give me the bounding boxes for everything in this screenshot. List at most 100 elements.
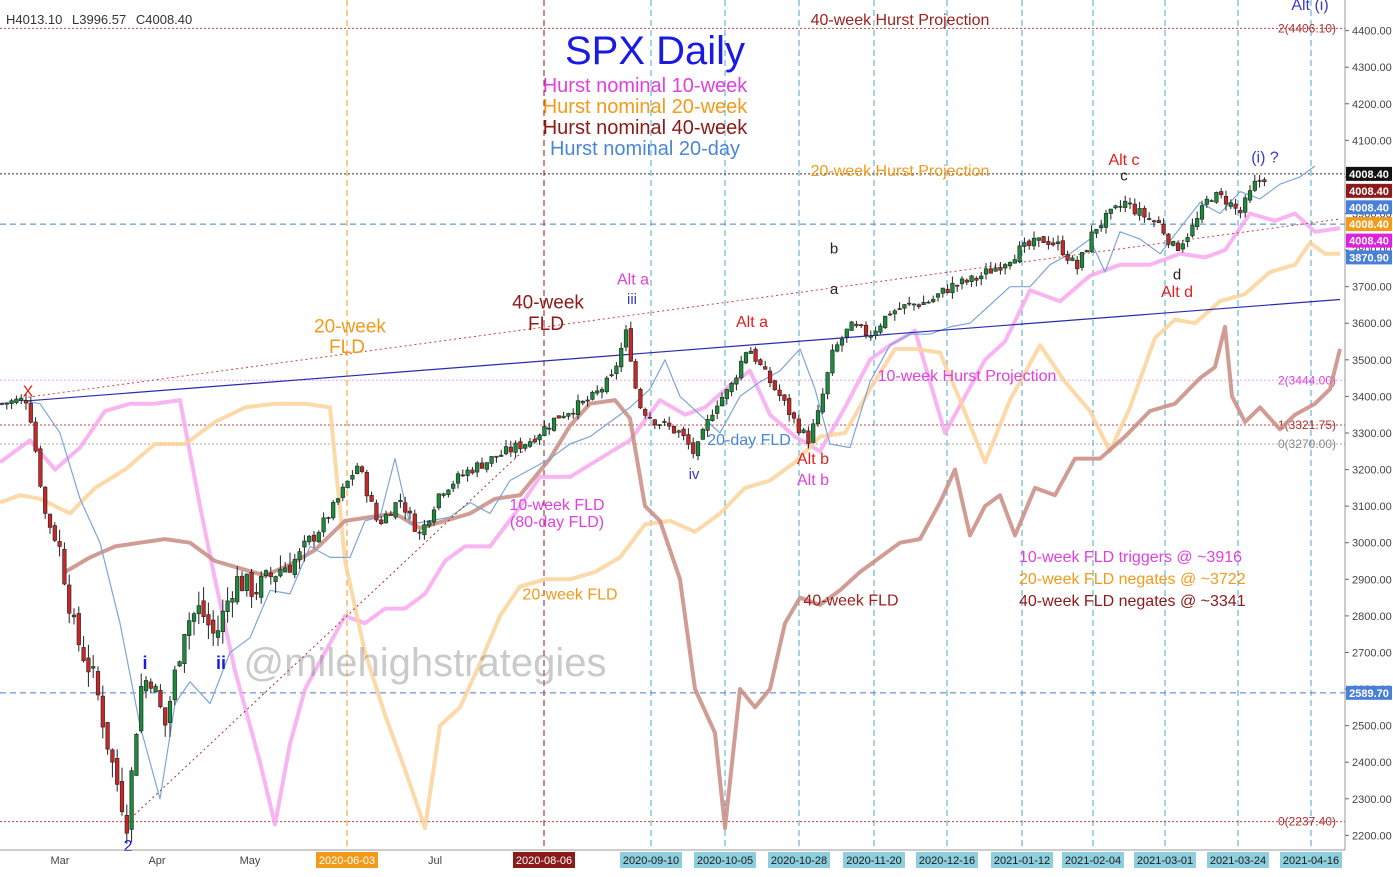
candle-body	[398, 500, 403, 503]
candle-body	[667, 422, 672, 427]
candle-body	[81, 647, 86, 661]
price-tick-label: 3400.00	[1352, 391, 1392, 403]
time-tick-label: Jul	[428, 855, 442, 867]
candle-body	[1132, 203, 1137, 215]
candle-body	[753, 348, 758, 362]
candle-body	[715, 405, 720, 414]
candle-body	[983, 268, 989, 275]
time-badge-label: 2020-11-20	[846, 855, 901, 867]
candle-body	[787, 398, 792, 416]
candle-body	[148, 681, 153, 689]
candle-body	[926, 301, 931, 304]
candle-body	[748, 350, 753, 354]
wave-annotation: FLD	[528, 314, 564, 335]
candle-body	[427, 520, 432, 527]
trend-line	[27, 298, 1341, 402]
candle-body	[153, 685, 158, 693]
candle-body	[446, 489, 451, 495]
wave-annotation: (i) ?	[1251, 149, 1279, 166]
candle-body	[379, 519, 384, 525]
candle-body	[316, 532, 321, 543]
candle-body	[23, 399, 29, 404]
wave-annotation: 10-week FLD	[509, 497, 604, 514]
candle-body	[38, 448, 43, 487]
candle-body	[215, 630, 221, 638]
candle-body	[811, 423, 816, 443]
candle-body	[1252, 180, 1257, 191]
candle-body	[436, 493, 441, 509]
legend-line: Hurst nominal 40-week	[543, 117, 749, 139]
fld-line	[0, 211, 1341, 827]
candle-body	[791, 412, 797, 419]
candle-body	[537, 434, 542, 441]
candle-body	[393, 502, 398, 518]
wave-annotation: 40-week Hurst Projection	[811, 12, 990, 29]
candle-body	[686, 434, 691, 445]
candle-body	[902, 304, 907, 309]
candle-body	[326, 517, 331, 519]
candle-body	[921, 302, 926, 305]
candle-body	[475, 462, 480, 473]
price-badge-label: 4008.40	[1349, 202, 1389, 214]
wave-annotation: 40-week	[512, 293, 584, 314]
level-label: 2(3444.00)	[1278, 373, 1336, 387]
level-label: 2(4406.10)	[1278, 21, 1336, 35]
candle-body	[158, 690, 163, 708]
candle-body	[1166, 233, 1171, 245]
candle-body	[499, 454, 504, 457]
candle-body	[451, 483, 456, 489]
fld-note: 10-week FLD triggers @ ~3916	[1019, 549, 1242, 566]
candle-body	[364, 472, 369, 497]
candle-body	[571, 412, 576, 415]
time-badge	[694, 852, 756, 868]
candle-body	[662, 421, 667, 423]
candle-body	[1214, 192, 1219, 203]
candle-body	[609, 374, 614, 377]
wave-annotation: c	[1120, 168, 1128, 185]
time-badge-label: 2021-04-16	[1283, 855, 1339, 867]
candle-body	[623, 329, 629, 348]
candle-body	[710, 414, 715, 421]
price-tick-label: 2500.00	[1352, 721, 1392, 733]
candle-body	[782, 394, 787, 401]
candle-body	[278, 568, 283, 577]
candle-body	[230, 598, 235, 603]
candle-body	[359, 466, 365, 472]
candle-body	[503, 446, 509, 455]
fld-line	[0, 240, 1340, 831]
candle-body	[1161, 223, 1166, 234]
candle-body	[806, 430, 811, 444]
price-badge-label: 4008.40	[1349, 169, 1389, 181]
wave-annotation: 20-week FLD	[522, 586, 617, 603]
candle-body	[1156, 220, 1161, 224]
candle-body	[551, 417, 557, 431]
candle-body	[1127, 202, 1133, 205]
time-badge-label: 2020-12-16	[919, 855, 975, 867]
candle-body	[211, 619, 216, 634]
candle-body	[1036, 237, 1041, 241]
wave-annotation: i	[142, 653, 147, 673]
candle-body	[959, 278, 965, 285]
candle-body	[1003, 264, 1008, 269]
candle-body	[988, 268, 993, 274]
candle-body	[508, 446, 513, 453]
time-badge	[1280, 852, 1342, 868]
candle-body	[628, 328, 633, 362]
candle-body	[883, 315, 888, 328]
fld-note: 40-week FLD negates @ ~3341	[1019, 593, 1246, 610]
legend-line: Hurst nominal 20-day	[550, 138, 740, 160]
price-badge-label: 2589.70	[1349, 688, 1389, 700]
price-badge	[1346, 250, 1392, 265]
candle-body	[1185, 237, 1190, 243]
candle-body	[849, 321, 854, 331]
candle-body	[388, 513, 393, 516]
price-badge-label: 4008.40	[1349, 236, 1389, 248]
candle-body	[263, 570, 269, 576]
candle-body	[431, 509, 437, 523]
legend-line: Hurst nominal 10-week	[543, 75, 749, 97]
price-tick-label: 3300.00	[1352, 428, 1392, 440]
time-tick-label: Mar	[51, 855, 70, 867]
candle-body	[340, 486, 345, 498]
time-badge-label: 2020-09-10	[623, 855, 679, 867]
